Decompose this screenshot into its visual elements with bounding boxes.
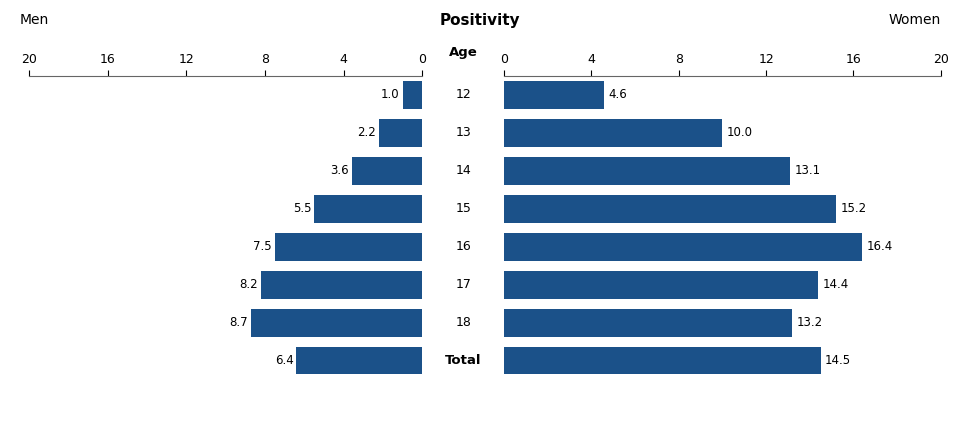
Text: 7.5: 7.5 [253, 241, 272, 253]
Bar [504, 309, 792, 336]
Text: Positivity: Positivity [440, 13, 520, 28]
Bar [297, 347, 422, 374]
Text: 3.6: 3.6 [330, 165, 348, 177]
Bar [504, 347, 821, 374]
Text: 14: 14 [455, 165, 471, 177]
Bar [504, 81, 605, 108]
Bar [504, 233, 862, 260]
Text: 12: 12 [455, 89, 471, 101]
Text: 16: 16 [455, 241, 471, 253]
Text: 5.5: 5.5 [293, 203, 311, 215]
Text: 4.6: 4.6 [609, 89, 628, 101]
Text: 10.0: 10.0 [727, 127, 753, 139]
Text: 14.5: 14.5 [825, 354, 852, 367]
Bar [252, 309, 422, 336]
Bar [403, 81, 422, 108]
Bar [351, 157, 422, 184]
Text: 8.2: 8.2 [239, 279, 258, 291]
Bar [314, 195, 422, 222]
Text: 6.4: 6.4 [275, 354, 294, 367]
Bar [504, 195, 836, 222]
Text: 8.7: 8.7 [229, 316, 249, 329]
Bar [504, 157, 790, 184]
Text: 1.0: 1.0 [381, 89, 399, 101]
Bar [379, 119, 422, 146]
Text: 18: 18 [455, 316, 471, 329]
Text: Age: Age [449, 46, 477, 59]
Bar [504, 119, 722, 146]
Text: 13.1: 13.1 [795, 165, 821, 177]
Text: 15: 15 [455, 203, 471, 215]
Bar [275, 233, 422, 260]
Text: 15.2: 15.2 [840, 203, 867, 215]
Text: 13.2: 13.2 [797, 316, 823, 329]
Bar [504, 271, 819, 298]
Bar [261, 271, 422, 298]
Text: 2.2: 2.2 [357, 127, 376, 139]
Text: Men: Men [19, 13, 48, 27]
Text: Total: Total [444, 354, 482, 367]
Text: 16.4: 16.4 [867, 241, 893, 253]
Text: 17: 17 [455, 279, 471, 291]
Text: 13: 13 [455, 127, 471, 139]
Text: Women: Women [889, 13, 941, 27]
Text: 14.4: 14.4 [823, 279, 849, 291]
